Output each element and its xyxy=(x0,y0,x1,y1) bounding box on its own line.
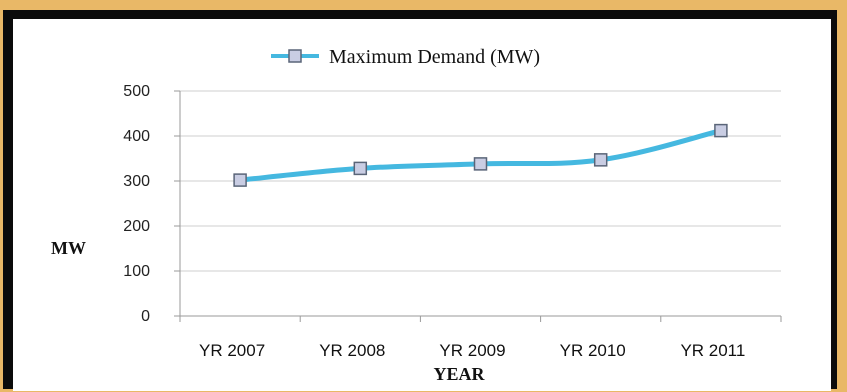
x-tick-label: YR 2011 xyxy=(680,341,745,360)
y-axis-title: MW xyxy=(51,238,86,258)
y-tick-label: 300 xyxy=(123,173,150,190)
y-tick-label: 100 xyxy=(123,263,150,280)
data-point xyxy=(353,161,368,176)
data-point xyxy=(473,157,488,171)
y-tick-label: 200 xyxy=(123,218,150,235)
x-axis-title: YEAR xyxy=(433,364,485,384)
x-tick-label: YR 2007 xyxy=(199,341,265,360)
chart-panel: 0 100 200 300 400 500 YR 2007 YR 2008 YR 2009 YR … xyxy=(13,19,831,391)
data-point xyxy=(593,153,608,167)
line-chart: 0 100 200 300 400 500 YR 2007 YR 2008 YR 2009 YR … xyxy=(51,46,782,384)
data-point xyxy=(714,123,728,138)
x-tick-label: YR 2010 xyxy=(560,341,626,360)
y-tick-label: 400 xyxy=(123,128,150,145)
y-tick-label: 500 xyxy=(123,83,150,100)
legend-marker-swatch xyxy=(288,49,302,63)
legend-label: Maximum Demand (MW) xyxy=(329,46,540,68)
series-line xyxy=(237,128,724,183)
y-tick-label: 0 xyxy=(141,308,150,325)
chart-frame: 0 100 200 300 400 500 YR 2007 YR 2008 YR 2009 YR … xyxy=(3,10,837,391)
data-point xyxy=(233,173,247,187)
x-tick-label: YR 2009 xyxy=(439,341,505,360)
x-tick-label: YR 2008 xyxy=(319,341,385,360)
